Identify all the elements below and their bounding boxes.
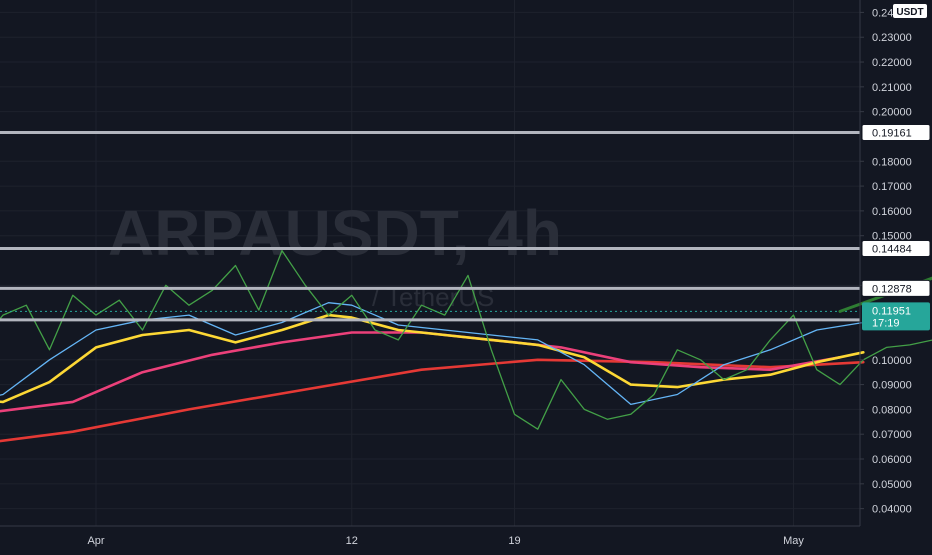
levels-layer[interactable] [0, 130, 860, 322]
x-tick-label: May [783, 535, 804, 547]
level-price-label: 0.19161 [872, 127, 912, 139]
currency-badge-box [893, 4, 927, 18]
series-layer [0, 249, 932, 443]
watermark-symbol: ARPAUSDT, 4h [108, 197, 562, 269]
y-tick-label: 0.07000 [872, 429, 912, 441]
level-price-box [861, 240, 931, 258]
x-tick-label: 19 [508, 535, 520, 547]
level-price-label: 0.14484 [872, 244, 912, 256]
grid [0, 0, 860, 526]
series-line-5 [0, 249, 932, 430]
y-tick-label: 0.18000 [872, 156, 912, 168]
x-tick-label: 12 [346, 535, 358, 547]
y-tick-label: 0.10000 [872, 355, 912, 367]
countdown-label: 17:19 [872, 317, 900, 329]
level-price-box [861, 123, 931, 141]
y-tick-label: 0.04000 [872, 504, 912, 516]
y-tick-label: 0.20000 [872, 107, 912, 119]
currency-badge[interactable]: USDT [893, 4, 927, 18]
current-price-label: 0.11951 [872, 305, 911, 317]
y-tick-label: 0.23000 [872, 32, 912, 44]
level-price-box [861, 279, 931, 297]
level-price-label: 0.12878 [872, 283, 912, 295]
series-line-3 [0, 313, 865, 404]
y-tick-label: 0.09000 [872, 380, 912, 392]
time-axis[interactable]: Apr1219May101724 [87, 535, 932, 547]
series-line-1 [0, 358, 865, 443]
y-tick-label: 0.05000 [872, 479, 912, 491]
currency-label: USDT [896, 7, 923, 18]
price-axis[interactable]: 0.240000.230000.220000.210000.200000.180… [860, 7, 912, 516]
y-tick-label: 0.06000 [872, 454, 912, 466]
y-tick-label: 0.17000 [872, 181, 912, 193]
y-tick-label: 0.16000 [872, 206, 912, 218]
y-tick-label: 0.22000 [872, 57, 912, 69]
y-tick-label: 0.15000 [872, 231, 912, 243]
watermark-subtitle: / TetherUS [372, 282, 494, 312]
y-tick-label: 0.08000 [872, 404, 912, 416]
current-price-box [862, 302, 930, 331]
x-tick-label: Apr [87, 535, 104, 547]
y-tick-label: 0.21000 [872, 82, 912, 94]
series-line-4 [0, 302, 864, 406]
